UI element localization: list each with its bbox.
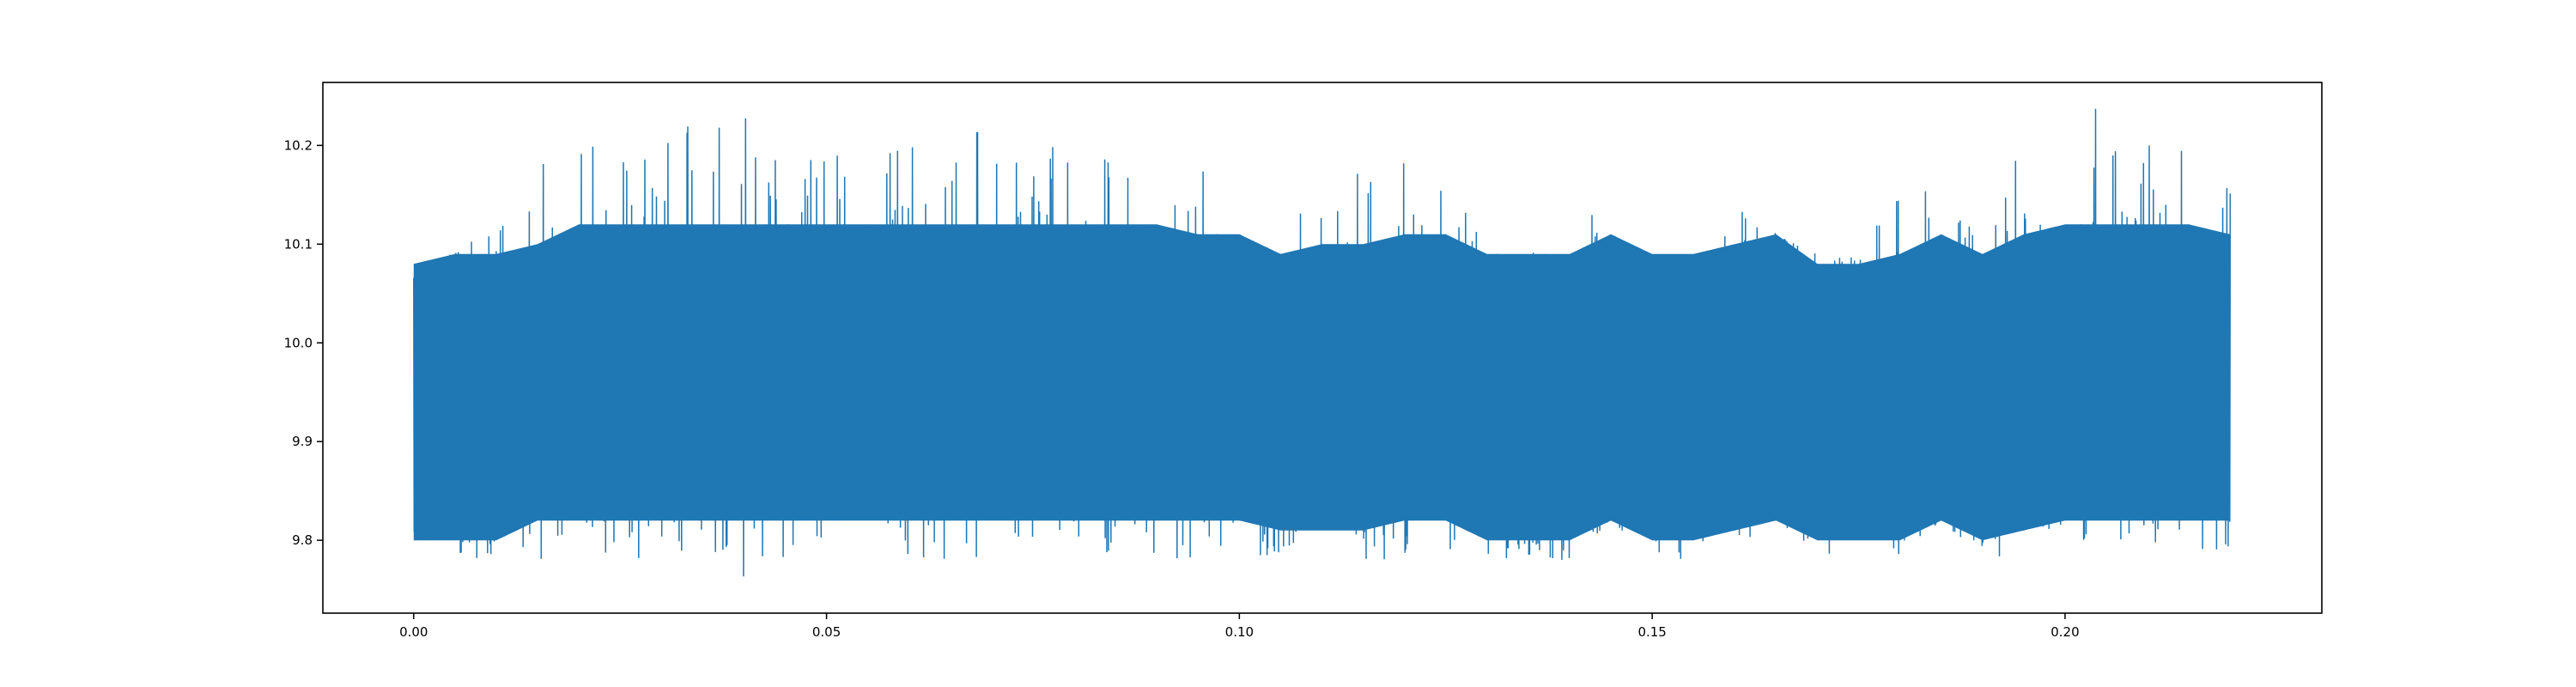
x-tick-label: 0.10: [1225, 624, 1254, 640]
y-tick-label: 10.2: [284, 137, 313, 153]
x-tick-label: 0.05: [812, 624, 841, 640]
x-tick-label: 0.15: [1637, 624, 1666, 640]
axes-frame: [322, 82, 2323, 614]
x-axis: 0.00 0.05 0.10 0.15 0.20: [399, 613, 2080, 640]
y-axis: 9.8 9.9 10.0 10.1 10.2: [284, 137, 323, 548]
plot-area: [413, 108, 2232, 577]
x-tick-label: 0.00: [399, 624, 428, 640]
y-tick-label: 10.1: [284, 236, 313, 252]
y-tick-label: 10.0: [284, 335, 313, 350]
y-tick-label: 9.8: [292, 532, 313, 548]
series-core-band: [413, 224, 2231, 541]
x-tick-label: 0.20: [2050, 624, 2079, 640]
y-tick-label: 9.9: [292, 434, 313, 449]
